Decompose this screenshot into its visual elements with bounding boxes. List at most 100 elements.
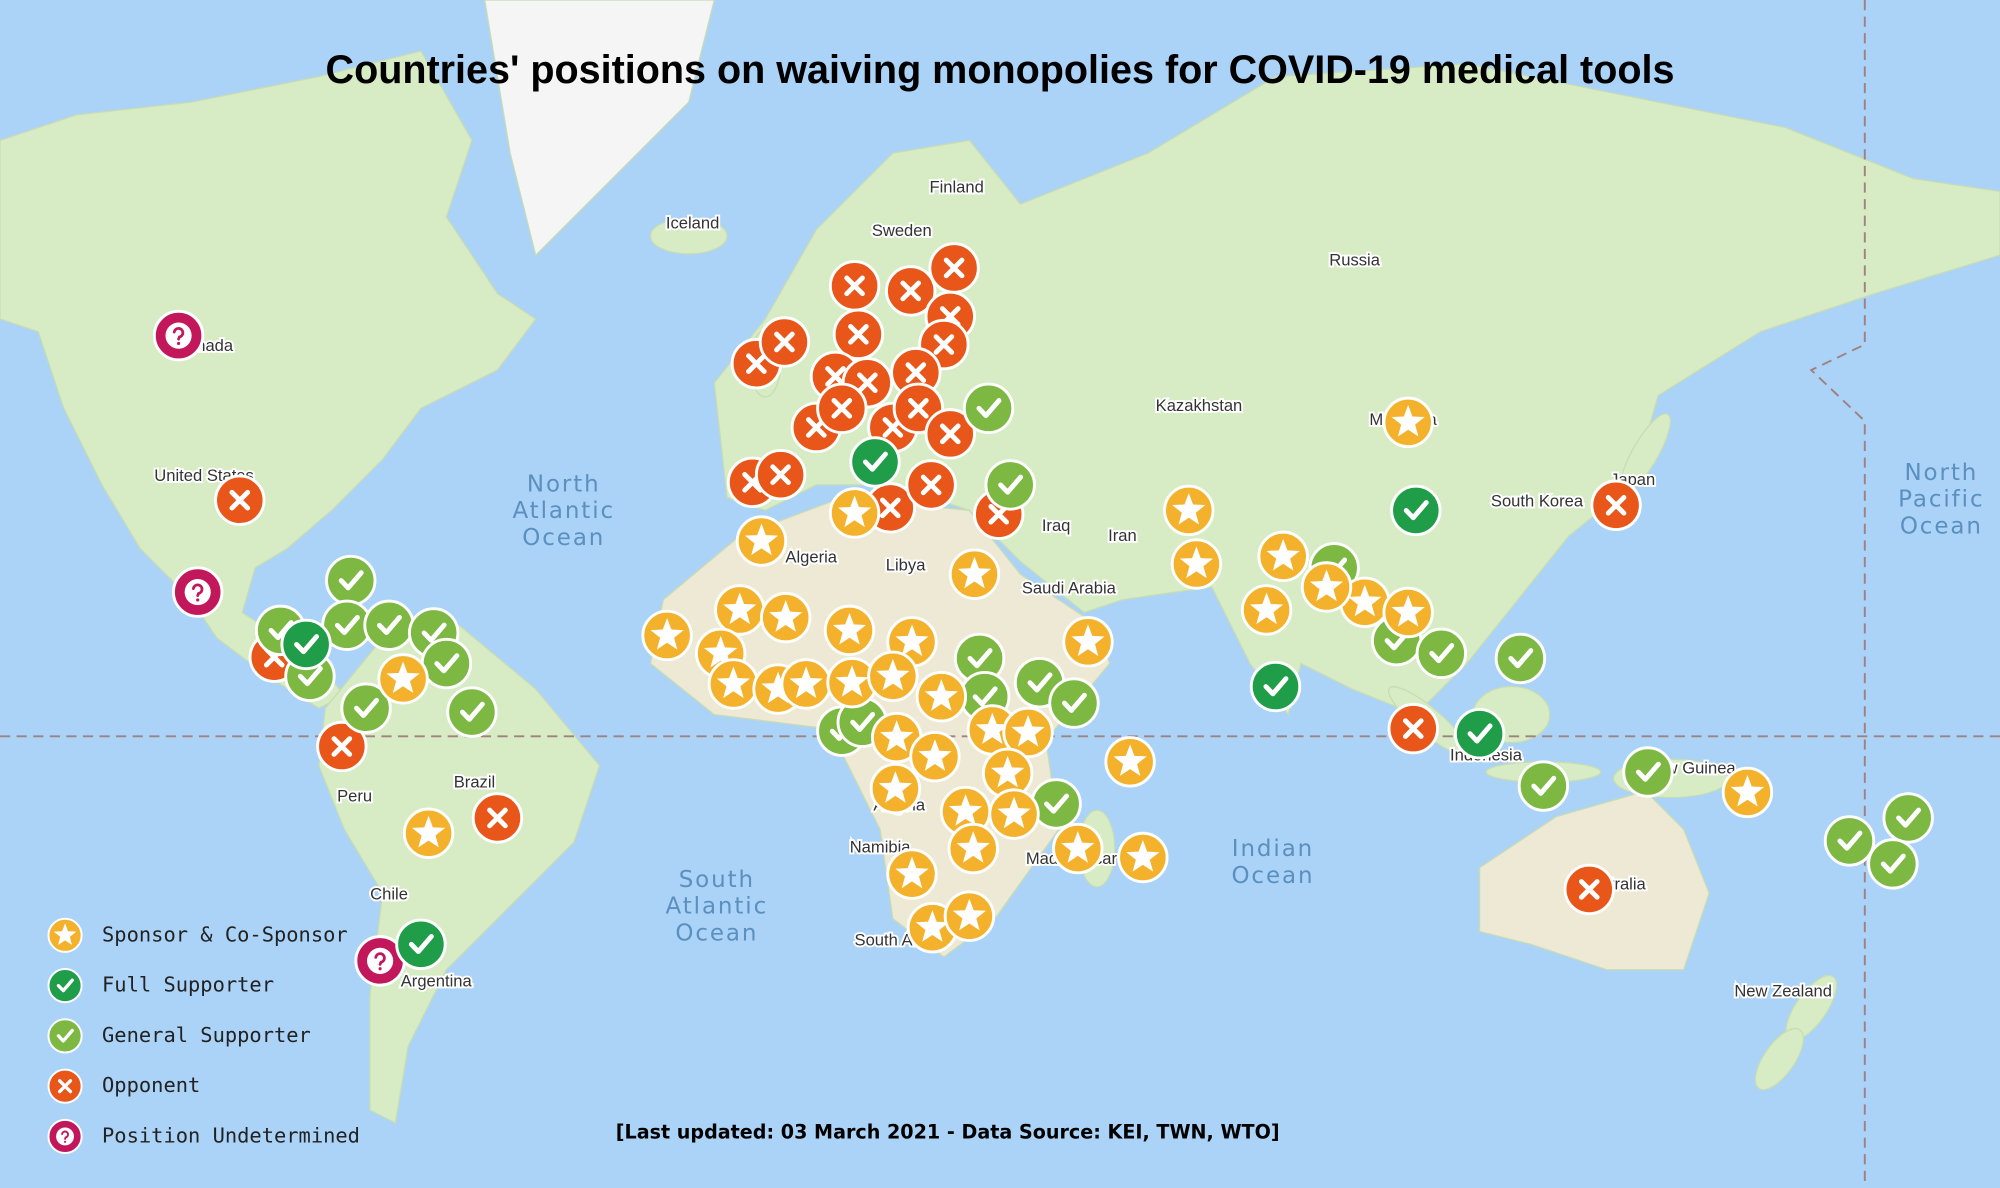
star-icon	[1011, 714, 1045, 747]
place-label: Peru	[337, 786, 372, 805]
marker[interactable]	[962, 382, 1015, 435]
marker[interactable]	[1390, 484, 1442, 537]
marker[interactable]	[867, 650, 919, 703]
check-icon	[1429, 643, 1455, 664]
marker[interactable]	[1563, 863, 1615, 916]
marker[interactable]	[909, 730, 961, 783]
check-icon	[850, 711, 876, 733]
marker[interactable]	[377, 653, 429, 705]
marker[interactable]	[1387, 702, 1439, 755]
marker[interactable]	[1517, 760, 1570, 812]
marker[interactable]	[1415, 627, 1468, 680]
marker[interactable]	[754, 448, 807, 501]
marker[interactable]	[1240, 584, 1293, 636]
cross-icon	[774, 331, 795, 353]
marker[interactable]	[915, 671, 968, 723]
marker[interactable]	[340, 682, 392, 734]
marker[interactable]	[1170, 538, 1223, 590]
marker[interactable]	[780, 658, 832, 710]
legend-icon	[47, 917, 83, 953]
marker[interactable]	[714, 584, 766, 636]
marker[interactable]	[869, 762, 922, 815]
marker[interactable]	[1453, 708, 1506, 760]
marker[interactable]	[1062, 616, 1114, 668]
marker[interactable]	[402, 807, 455, 859]
place-label: Argentina	[401, 971, 473, 990]
marker[interactable]	[760, 591, 812, 644]
marker[interactable]	[446, 686, 498, 738]
marker[interactable]	[816, 382, 868, 435]
marker[interactable]	[395, 918, 447, 970]
marker[interactable]	[1257, 530, 1309, 583]
marker[interactable]	[1590, 479, 1642, 532]
star-icon	[835, 665, 869, 697]
marker[interactable]	[1494, 632, 1547, 685]
marker-body	[280, 618, 332, 671]
cross-icon	[1605, 495, 1627, 516]
marker-body	[1867, 838, 1919, 890]
marker[interactable]	[823, 604, 876, 657]
star-icon	[1391, 404, 1425, 437]
marker[interactable]	[947, 822, 999, 875]
marker[interactable]	[471, 792, 524, 844]
marker[interactable]	[1721, 766, 1774, 819]
marker[interactable]	[988, 788, 1040, 840]
marker[interactable]	[735, 515, 788, 567]
marker[interactable]	[928, 242, 980, 294]
marker[interactable]	[280, 618, 332, 671]
marker[interactable]	[707, 658, 760, 710]
marker[interactable]	[1382, 586, 1434, 639]
check-icon	[408, 933, 434, 955]
marker[interactable]	[1823, 815, 1876, 867]
marker[interactable]	[1052, 822, 1104, 875]
marker-body	[984, 459, 1036, 511]
marker[interactable]	[363, 599, 415, 651]
marker[interactable]	[1104, 736, 1156, 788]
marker[interactable]	[1249, 660, 1302, 713]
marker[interactable]	[420, 637, 473, 690]
marker[interactable]	[1300, 561, 1353, 613]
check-icon	[1263, 676, 1289, 697]
marker[interactable]	[214, 474, 266, 526]
marker[interactable]	[885, 265, 937, 317]
marker[interactable]	[325, 554, 377, 607]
check-icon	[434, 653, 460, 674]
check-icon	[1880, 853, 1906, 874]
marker[interactable]	[1002, 706, 1054, 759]
legend-icon-body	[47, 968, 83, 1004]
marker[interactable]	[1882, 792, 1934, 844]
marker[interactable]	[905, 459, 957, 511]
marker[interactable]	[316, 720, 368, 773]
star-icon	[789, 666, 823, 699]
marker-body	[1249, 660, 1302, 713]
marker[interactable]	[828, 260, 881, 312]
marker[interactable]	[1867, 838, 1919, 890]
star-icon	[948, 794, 983, 826]
check-icon	[1896, 807, 1922, 828]
marker[interactable]	[886, 848, 938, 900]
marker[interactable]	[1117, 831, 1169, 884]
check-icon	[338, 570, 364, 591]
marker[interactable]	[924, 408, 976, 460]
marker[interactable]	[1030, 778, 1082, 830]
marker[interactable]	[943, 890, 996, 942]
marker[interactable]	[1622, 746, 1674, 798]
check-icon	[297, 666, 323, 687]
legend-icon	[47, 968, 83, 1004]
marker[interactable]	[1382, 396, 1434, 449]
legend-icon	[47, 1118, 83, 1155]
marker[interactable]	[1048, 677, 1100, 729]
marker[interactable]	[641, 609, 693, 662]
marker[interactable]	[849, 436, 901, 488]
marker[interactable]	[828, 487, 881, 539]
marker[interactable]	[1163, 484, 1215, 537]
marker[interactable]	[984, 459, 1036, 511]
marker[interactable]	[948, 548, 1001, 600]
star-icon	[957, 556, 992, 589]
marker[interactable]	[152, 309, 205, 362]
marker[interactable]	[832, 308, 885, 361]
marker[interactable]	[172, 566, 224, 618]
ocean-label: North	[1904, 460, 1978, 486]
marker[interactable]	[758, 316, 811, 368]
legend-icon	[47, 1018, 83, 1054]
